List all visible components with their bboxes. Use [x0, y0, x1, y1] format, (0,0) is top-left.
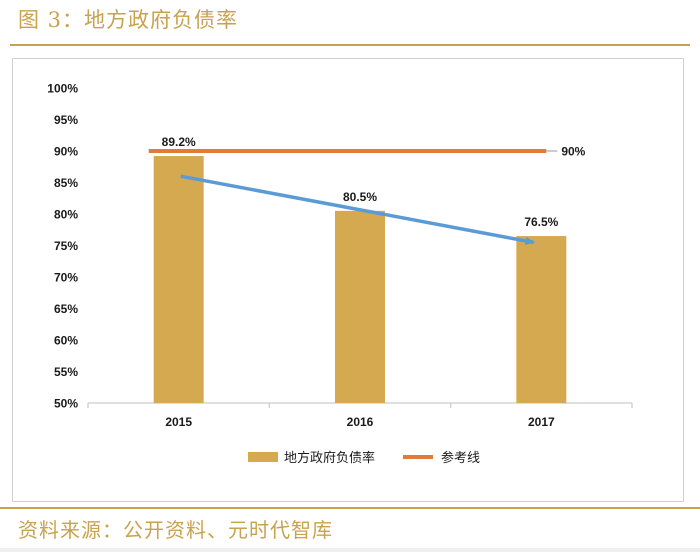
y-axis: 50% 55% 60% 65% 70% 75% 80% 85% 90% 95% 100% [47, 82, 78, 411]
bar [516, 236, 567, 403]
trend-arrow [180, 174, 536, 245]
y-tick-label: 90% [54, 145, 78, 159]
data-labels-group: 89.2% 80.5% 76.5% [162, 135, 559, 229]
legend: 地方政府负债率 参考线 [248, 450, 480, 466]
trend-arrow-group [180, 174, 536, 245]
reference-line-group: 90% [148, 145, 586, 159]
figure-title: 图 3：地方政府负债率 [18, 8, 239, 32]
y-tick-label: 80% [54, 208, 78, 222]
data-label: 76.5% [524, 215, 558, 229]
y-tick-label: 70% [54, 271, 78, 285]
y-tick-label: 75% [54, 239, 78, 253]
chart-frame [12, 58, 684, 502]
x-tick-label: 2016 [347, 415, 374, 429]
y-tick-label: 65% [54, 302, 78, 316]
source-note: 资料来源：公开资料、元时代智库 [18, 518, 333, 542]
source-divider [0, 507, 700, 509]
y-tick-label: 95% [54, 113, 78, 127]
y-tick-label: 55% [54, 365, 78, 379]
y-tick-label: 85% [54, 176, 78, 190]
x-tick-label: 2015 [165, 415, 192, 429]
legend-swatch-bar [248, 452, 278, 462]
legend-label-reference: 参考线 [441, 450, 480, 466]
reference-label: 90% [561, 145, 585, 159]
data-label: 89.2% [162, 135, 196, 149]
footer-strip [0, 548, 700, 552]
data-label: 80.5% [343, 190, 377, 204]
legend-label-bar: 地方政府负债率 [284, 450, 375, 466]
bar [335, 210, 385, 403]
x-axis: 2015 2016 2017 [87, 402, 633, 429]
y-tick-label: 60% [54, 334, 78, 348]
x-tick-label: 2017 [528, 415, 555, 429]
y-tick-label: 100% [47, 82, 78, 96]
bar [153, 156, 204, 403]
y-tick-label: 50% [54, 397, 78, 411]
title-divider [10, 44, 690, 46]
bars-group [153, 156, 567, 403]
